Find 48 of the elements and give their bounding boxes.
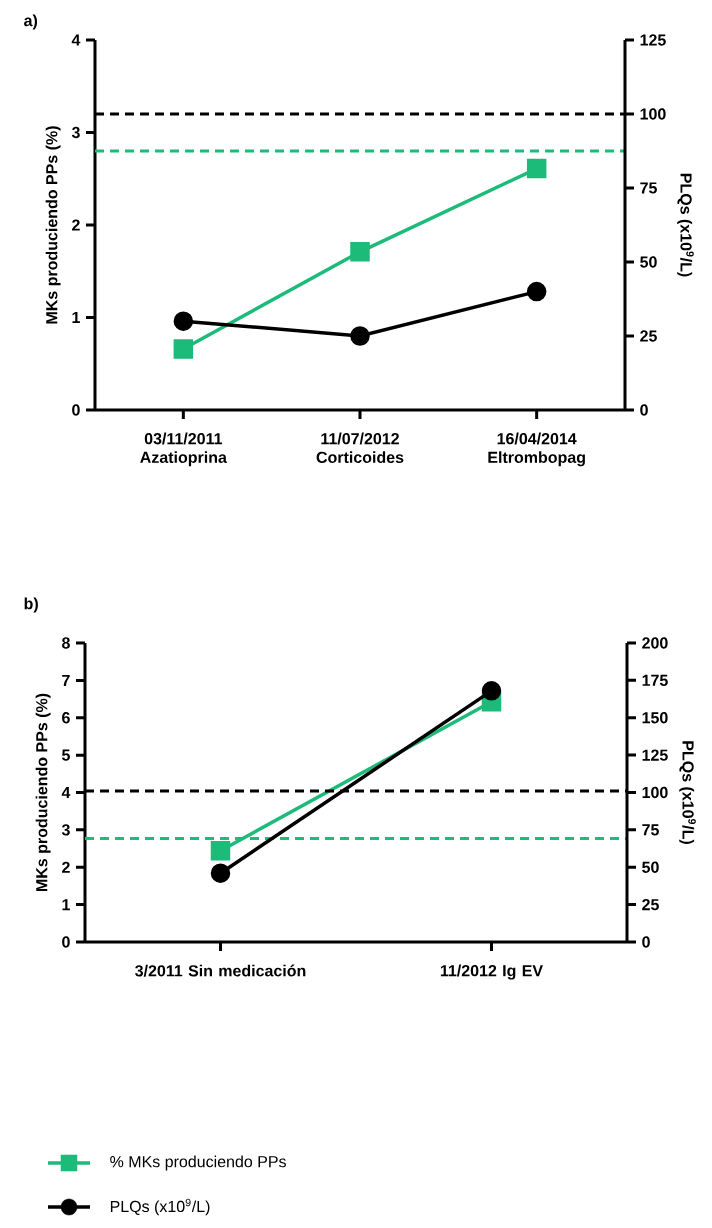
y-axis-title: MKs produciendo PPs (%): [35, 693, 51, 891]
y2-tick-label: 75: [642, 824, 659, 836]
y2-tick-label: 100: [642, 786, 668, 799]
y2-tick-label: 175: [642, 674, 668, 686]
y2-tick-label: 25: [640, 330, 657, 342]
point: [173, 311, 194, 331]
point: [173, 339, 194, 359]
chart-title: b): [24, 597, 38, 613]
x-tick-label: 11/07/2012 Corticoides: [316, 432, 404, 463]
y-tick-label: 3: [71, 126, 80, 139]
y2-tick-label: 0: [640, 404, 648, 416]
y-tick-label: 3: [61, 824, 70, 836]
point: [526, 281, 547, 302]
y-tick-label: 6: [62, 712, 70, 724]
y-tick-label: 8: [62, 637, 70, 649]
y-tick-label: 1: [72, 312, 80, 323]
x-tick-label: 03/11/2011 Azatioprina: [140, 432, 227, 467]
legend-label: % MKs produciendo PPs: [110, 1155, 286, 1171]
x-tick-label: 11/2012 Ig EV: [440, 964, 543, 980]
y-tick-label: 5: [62, 749, 70, 761]
y2-tick-label: 125: [642, 749, 668, 761]
y2-tick-label: 200: [642, 637, 668, 649]
y-tick-label: 0: [62, 936, 70, 948]
y2-axis-title: PLQs (x10$^{9}$/L): [679, 741, 696, 844]
y-tick-label: 2: [62, 861, 70, 873]
point: [350, 242, 370, 262]
y-tick-label: 2: [72, 219, 80, 231]
y2-tick-label: 25: [642, 898, 659, 911]
point: [526, 158, 547, 179]
point: [350, 326, 370, 346]
y-axis-title: MKs produciendo PPs (%): [45, 126, 61, 324]
y2-tick-label: 50: [640, 256, 657, 268]
y2-axis-title: PLQs (x10$^{9}$/L): [677, 173, 694, 277]
y-tick-label: 4: [71, 34, 81, 46]
legend-label: PLQs (x10$^{9}$/L): [110, 1198, 210, 1216]
x-tick-label: 16/04/2014 Eltrombopag: [488, 432, 585, 467]
y2-tick-label: 125: [640, 34, 666, 46]
y-tick-label: 0: [72, 404, 80, 416]
x-tick-label: 3/2011 Sin medicación: [135, 964, 306, 977]
y2-tick-label: 150: [642, 712, 668, 724]
y-tick-label: 1: [62, 899, 70, 911]
y-tick-label: 4: [61, 787, 71, 798]
y2-tick-label: 0: [642, 936, 650, 948]
y2-tick-label: 100: [640, 108, 666, 120]
y-tick-label: 7: [62, 674, 70, 686]
y2-tick-label: 50: [642, 861, 659, 873]
chart-title: a): [24, 14, 38, 30]
y2-tick-label: 75: [640, 182, 657, 194]
